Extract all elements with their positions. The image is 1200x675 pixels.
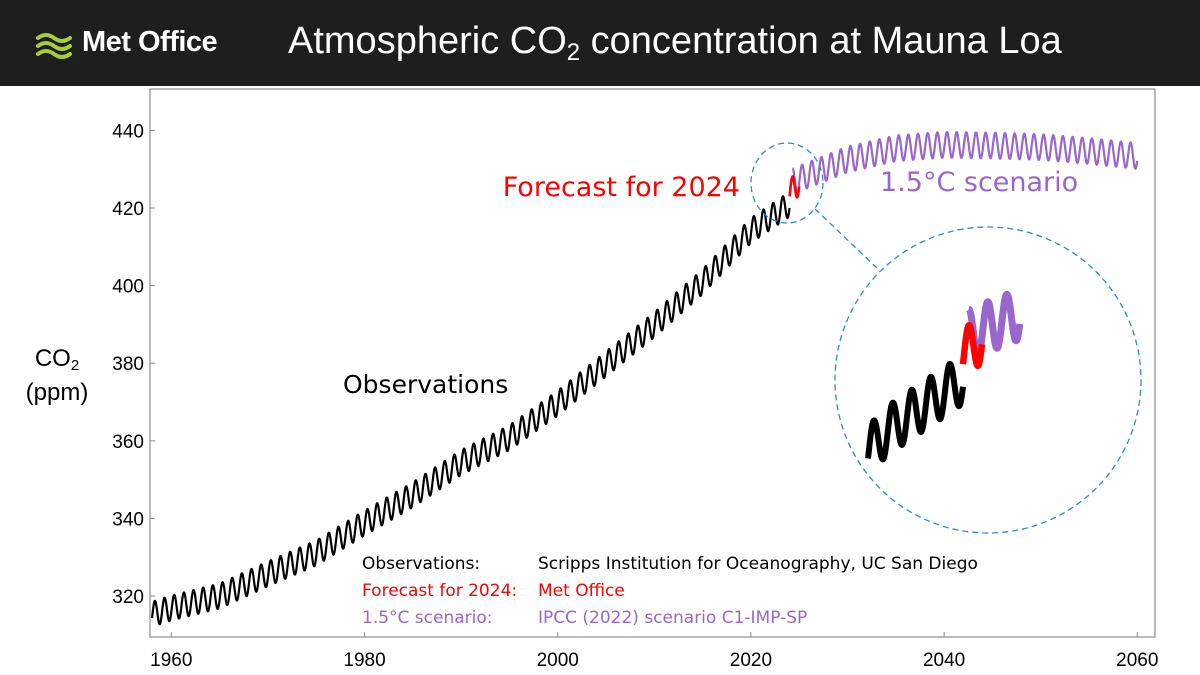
y-tick-label: 380 [112,354,144,375]
chart-title: Atmospheric CO2 concentration at Mauna L… [288,20,1062,66]
chart-series [150,130,1139,626]
x-tick-label: 2000 [537,650,579,671]
header-bar: Met Office Atmospheric CO2 concentration… [0,0,1200,86]
source-value: Met Office [538,581,625,601]
zoom-connector-line [814,208,878,269]
source-label: Observations: [362,554,481,574]
source-value: Scripps Institution for Oceanography, UC… [538,554,978,574]
zoom-inset-plot [865,290,1024,463]
source-row-forecast: Forecast for 2024: Met Office [362,578,978,605]
x-tick-label: 1980 [343,650,385,671]
met-office-logo-icon [36,33,72,59]
y-label-prefix: CO [34,345,71,372]
y-tick-label: 420 [112,199,144,220]
annotation-observations: Observations [343,370,508,399]
annotation-forecast: Forecast for 2024 [503,172,740,203]
y-tick-label: 360 [112,432,144,453]
source-label: Forecast for 2024: [362,581,518,601]
source-value: IPCC (2022) scenario C1-IMP-SP [538,608,808,628]
y-label-unit: (ppm) [25,379,89,406]
brand-name: Met Office [82,26,218,58]
y-label-subscript: 2 [70,357,80,374]
scenario-line [791,130,1139,194]
y-tick-label: 340 [112,509,144,530]
zoom-callout [750,142,1142,534]
inset-forecast-line [959,321,986,370]
forecast-line [788,175,801,199]
chart-annotations: Observations Forecast for 2024 1.5°C scena… [343,167,1078,399]
x-tick-label: 2040 [923,650,965,671]
y-tick-label: 320 [112,587,144,608]
zoom-inset-circle [834,226,1142,534]
y-tick-label: 440 [112,121,144,142]
data-sources: Observations: Scripps Institution for Oce… [362,551,978,632]
y-tick-label: 400 [112,277,144,298]
title-prefix: Atmospheric CO [288,20,567,62]
title-subscript: 2 [566,39,581,66]
x-tick-label: 1960 [150,650,192,671]
zoom-source-ellipse [750,142,824,224]
source-label: 1.5°C scenario: [362,608,493,628]
title-suffix: concentration at Mauna Loa [580,20,1062,62]
y-axis-label: CO2 (ppm) [14,342,100,410]
source-row-observations: Observations: Scripps Institution for Oce… [362,551,978,578]
inset-observations-line [865,360,966,463]
x-tick-label: 2020 [730,650,772,671]
observations-line [150,195,791,626]
chart-axes: 320 340 360 380 400 420 440 1960 1980 2000 2020 204… [112,88,1158,671]
x-tick-label: 2060 [1116,650,1158,671]
annotation-scenario: 1.5°C scenario [880,167,1078,198]
source-row-scenario: 1.5°C scenario: IPCC (2022) scenario C1-I… [362,605,978,632]
